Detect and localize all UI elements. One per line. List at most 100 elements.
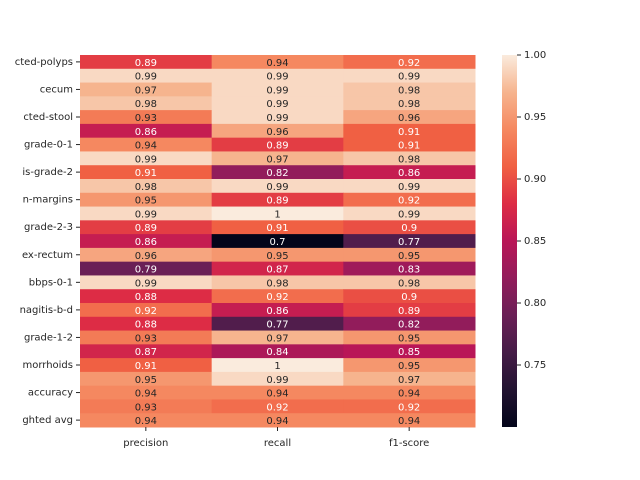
heatmap-cell [80,220,213,235]
y-tick-label: morrhoids [22,360,73,371]
cell-label: 0.98 [398,278,420,289]
y-tick-label: is-grade-2 [22,167,73,178]
heatmap-cell [80,151,213,166]
cell-label: 0.99 [398,209,420,220]
heatmap-cell [343,385,476,400]
cell-label: 0.91 [135,168,157,179]
cell-label: 1 [274,361,280,372]
y-tick-label: accuracy [28,388,73,399]
cell-label: 0.91 [398,141,420,152]
cell-label: 0.87 [135,347,157,358]
heatmap-cell [211,123,344,139]
heatmap-cell [211,275,344,290]
heatmap-cell [343,316,476,332]
colorbar-tick-label: 0.85 [524,236,546,247]
heatmap-cell [343,247,476,263]
heatmap-cell [211,358,344,373]
heatmap-cell [343,179,476,194]
heatmap-cell [343,330,476,345]
cell-label: 0.94 [266,58,288,69]
heatmap-cell [211,261,344,276]
cell-label: 0.98 [135,99,157,110]
heatmap-cell [211,247,344,263]
cell-label: 0.98 [135,182,157,193]
heatmap-cell [80,55,213,70]
colorbar-tick-label: 0.80 [524,298,546,309]
cell-label: 0.99 [266,182,288,193]
heatmap-cell [343,123,476,139]
cell-label: 0.7 [270,237,286,248]
heatmap-cell [343,55,476,70]
cell-label: 0.77 [398,237,420,248]
colorbar-tick-label: 1.00 [524,50,546,61]
cell-label: 0.97 [266,333,288,344]
cell-label: 0.99 [135,278,157,289]
heatmap-cell [211,192,344,208]
cell-label: 0.94 [398,389,420,400]
cell-label: 0.94 [135,141,157,152]
heatmap-cell [211,399,344,414]
colorbar [502,55,517,427]
cell-label: 1 [274,209,280,220]
heatmap-cell [343,82,476,97]
heatmap-cell [211,234,344,249]
cell-label: 0.9 [401,292,417,303]
y-tick-label: ghted avg [22,415,73,426]
heatmap-cell [80,275,213,290]
cell-label: 0.87 [266,265,288,276]
heatmap-cell [80,247,213,263]
cell-label: 0.95 [398,361,420,372]
cell-label: 0.96 [398,113,420,124]
heatmap-cell [211,303,344,318]
cell-label: 0.92 [266,402,288,413]
heatmap-cell [80,96,213,111]
cell-label: 0.99 [266,72,288,83]
heatmap-cell [80,316,213,332]
cell-label: 0.93 [135,333,157,344]
heatmap-cell [80,137,213,152]
cell-label: 0.99 [266,99,288,110]
y-tick-label: grade-1-2 [24,332,73,343]
cell-label: 0.92 [398,196,420,207]
heatmap-cell [343,206,476,221]
cell-label: 0.94 [266,416,288,427]
cell-label: 0.98 [398,154,420,165]
cell-label: 0.84 [266,347,288,358]
cell-label: 0.99 [398,182,420,193]
cell-label: 0.99 [398,72,420,83]
y-tick-label: bbps-0-1 [29,277,73,288]
heatmap-cell [80,344,213,359]
heatmap-cell [211,110,344,125]
cell-label: 0.77 [266,320,288,331]
heatmap-cell [211,206,344,221]
heatmap-cell [343,303,476,318]
heatmap-cell [211,316,344,332]
heatmap-cell [343,289,476,304]
heatmap-cell [343,358,476,373]
cell-label: 0.86 [135,127,157,138]
cell-label: 0.89 [266,196,288,207]
cell-label: 0.92 [266,292,288,303]
heatmap-cell [80,68,213,84]
heatmap-cell [211,413,344,428]
cell-label: 0.86 [135,237,157,248]
heatmap-cell [343,68,476,84]
cell-label: 0.96 [266,127,288,138]
cell-label: 0.99 [135,209,157,220]
heatmap-cell [211,137,344,152]
cell-label: 0.85 [398,347,420,358]
cell-label: 0.99 [135,72,157,83]
cell-label: 0.88 [135,292,157,303]
cell-label: 0.94 [398,416,420,427]
cell-label: 0.97 [266,154,288,165]
heatmap-cell [343,192,476,208]
y-tick-label: cted-polyps [15,57,73,68]
heatmap-cell [80,165,213,180]
heatmap-cell [211,82,344,97]
cell-label: 0.89 [266,141,288,152]
heatmap-cell [343,110,476,125]
heatmap-cell [343,137,476,152]
heatmap-cell [80,110,213,125]
